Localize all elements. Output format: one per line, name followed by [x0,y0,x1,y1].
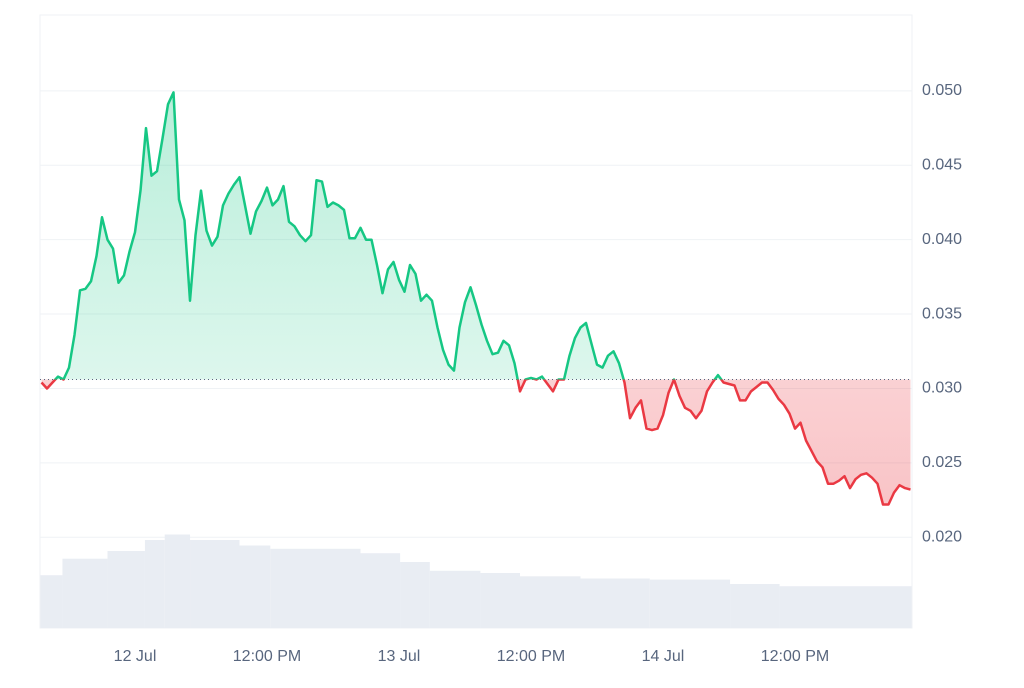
volume-bar [730,584,780,628]
y-tick-label: 0.040 [922,231,962,248]
volume-bar [519,576,581,628]
volume-bar [62,558,108,628]
volume-bar [144,540,165,628]
x-tick-label: 13 Jul [378,648,421,665]
volume-bar [40,575,63,628]
y-tick-label: 0.050 [922,82,962,99]
volume-bar [649,579,731,628]
x-tick-label: 12:00 PM [761,648,829,665]
y-tick-label: 0.020 [922,528,962,545]
volume-bar [239,545,271,628]
volume-bar [360,553,401,628]
volume-bar [164,534,191,628]
y-tick-label: 0.025 [922,454,962,471]
volume-bar [400,562,430,628]
y-tick-label: 0.035 [922,305,962,322]
volume-bar [190,540,240,628]
x-tick-label: 12:00 PM [497,648,565,665]
y-tick-label: 0.045 [922,156,962,173]
y-tick-label: 0.030 [922,380,962,397]
x-tick-label: 12 Jul [114,648,157,665]
volume-bar [480,573,520,628]
volume-bar [580,578,650,628]
x-tick-label: 14 Jul [642,648,685,665]
volume-bar [270,548,361,628]
price-line-up [53,91,723,380]
volume-bar [429,570,481,628]
area-down [41,379,911,505]
volume-bar [107,551,145,628]
volume-bar [779,586,912,628]
x-tick-label: 12:00 PM [233,648,301,665]
area-up [55,92,722,380]
price-line-down [40,379,911,506]
